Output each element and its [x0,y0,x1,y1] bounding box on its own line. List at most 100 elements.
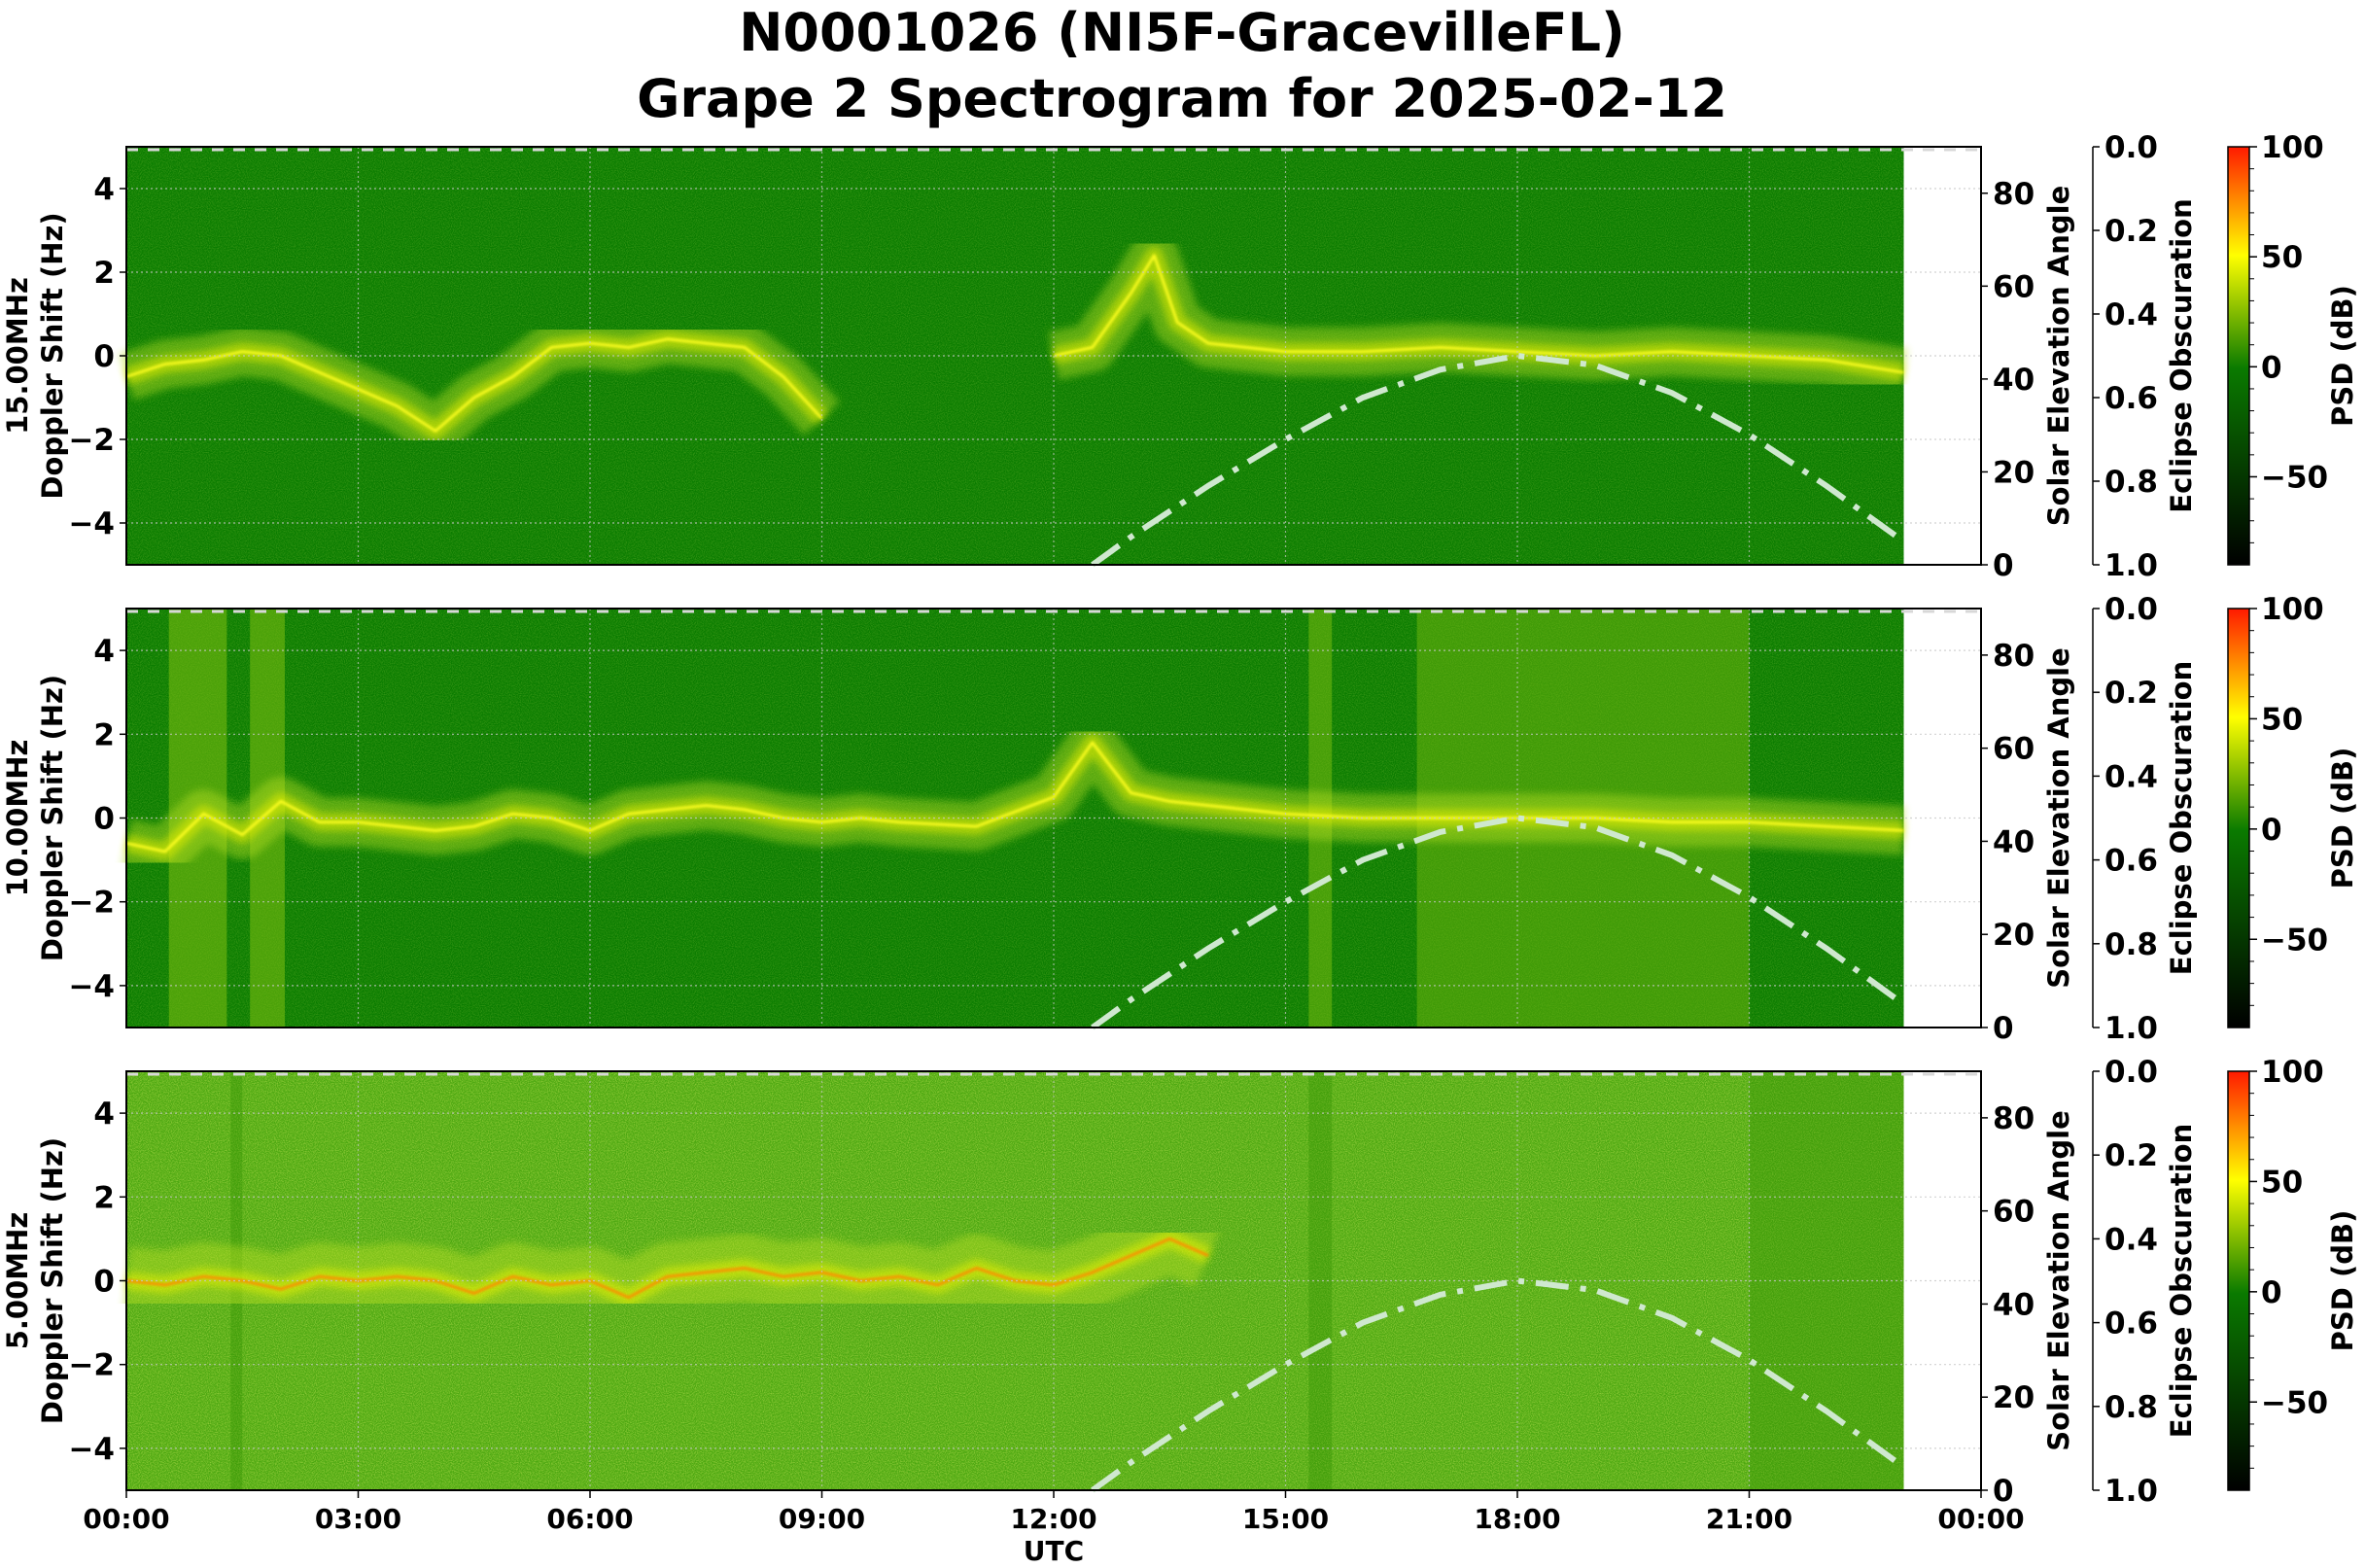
x-axis-ticks: 00:00 03:00 06:00 09:00 12:00 15:00 18:00 21:00… [83,1490,2025,1535]
colorbar-tick-label: 100 [2261,1055,2324,1090]
doppler-tick-label: −4 [68,506,115,541]
colorbar-tick-label: −50 [2261,1385,2328,1420]
doppler-trace [125,741,1904,854]
x-tick-label: 21:00 [1706,1503,1792,1535]
eclipse-tick-label: 0.2 [2104,676,2158,711]
eclipse-tick-label: 0.6 [2104,1307,2158,1342]
psd-colorbar [2227,1070,2250,1491]
doppler-tick-label: −2 [68,1348,115,1383]
eclipse-tick-label: 0.2 [2104,1138,2158,1173]
solar-elevation-curve [1091,352,1906,568]
x-tick-label: 06:00 [546,1503,633,1535]
colorbar-tick-label: −50 [2261,923,2328,958]
x-tick-label: 00:00 [83,1503,169,1535]
colorbar-tick-label: 50 [2261,1165,2303,1200]
eclipse-tick-label: 0.4 [2104,759,2158,794]
eclipse-tick-label: 0.4 [2104,297,2158,332]
psd-colorbar [2227,146,2250,566]
doppler-axis-label: Doppler Shift (Hz) [36,675,69,961]
eclipse-tick-label: 0.6 [2104,381,2158,416]
colorbar-tick-label: 100 [2261,130,2324,165]
solar-tick-label: 60 [1993,1195,2035,1230]
subplot-5-00mhz: −4 −2 0 2 4 5.00MHz Doppler Shift (Hz) 80 60 40 20… [1,1055,2359,1509]
colorbar-tick-label: 0 [2261,350,2282,385]
doppler-trace [125,337,823,433]
solar-tick-label: 60 [1993,732,2035,767]
colorbar-tick-label: 50 [2261,240,2303,275]
frequency-label: 15.00MHz [1,277,34,435]
eclipse-tick-label: 0.8 [2104,927,2158,962]
eclipse-axis-label: Eclipse Obscuration [2165,661,2198,975]
eclipse-tick-label: 1.0 [2104,1011,2158,1046]
eclipse-tick-label: 1.0 [2104,548,2158,583]
doppler-trace [1053,254,1904,374]
solar-tick-label: 40 [1993,1287,2035,1322]
doppler-tick-label: −4 [68,969,115,1004]
solar-tick-label: 0 [1993,548,2014,583]
eclipse-tick-label: 0.2 [2104,214,2158,249]
eclipse-tick-label: 0.6 [2104,844,2158,879]
solar-tick-label: 20 [1993,1380,2035,1415]
solar-tick-label: 20 [1993,918,2035,953]
x-tick-label: 15:00 [1242,1503,1329,1535]
solar-tick-label: 40 [1993,363,2035,398]
solar-elevation-curve [1091,815,1906,1030]
eclipse-tick-label: 0.8 [2104,1390,2158,1425]
solar-elevation-curve [1091,1277,1906,1493]
solar-axis-label: Solar Elevation Angle [2042,186,2075,527]
frequency-label: 10.00MHz [1,740,34,897]
solar-tick-label: 60 [1993,269,2035,304]
solar-axis-label: Solar Elevation Angle [2042,647,2075,989]
doppler-tick-label: −4 [68,1432,115,1467]
x-axis-label: UTC [1024,1535,1084,1567]
x-tick-label: 12:00 [1010,1503,1096,1535]
doppler-tick-label: 2 [93,717,115,752]
solar-tick-label: 0 [1993,1011,2014,1046]
x-tick-label: 00:00 [1937,1503,2024,1535]
figure-title-line1: N0001026 (NI5F-GracevilleFL) [739,2,1625,63]
figure-title-line2: Grape 2 Spectrogram for 2025-02-12 [637,68,1727,129]
eclipse-tick-label: 0.0 [2104,592,2158,627]
colorbar-label: PSD (dB) [2326,1210,2359,1352]
doppler-axis-label: Doppler Shift (Hz) [36,212,69,499]
solar-tick-label: 80 [1993,1101,2035,1136]
solar-tick-label: 80 [1993,639,2035,674]
psd-colorbar [2227,608,2250,1028]
x-tick-label: 09:00 [779,1503,865,1535]
colorbar-tick-label: 0 [2261,1275,2282,1310]
x-tick-label: 03:00 [315,1503,401,1535]
colorbar-tick-label: 0 [2261,813,2282,848]
eclipse-tick-label: 0.4 [2104,1222,2158,1257]
doppler-tick-label: 2 [93,256,115,291]
doppler-tick-label: 4 [93,172,115,207]
eclipse-tick-label: 0.0 [2104,1055,2158,1090]
doppler-axis-label: Doppler Shift (Hz) [36,1137,69,1424]
colorbar-label: PSD (dB) [2326,285,2359,427]
colorbar-tick-label: 100 [2261,592,2324,627]
solar-tick-label: 80 [1993,177,2035,212]
eclipse-tick-label: 0.8 [2104,465,2158,500]
doppler-tick-label: 4 [93,634,115,669]
eclipse-tick-label: 0.0 [2104,130,2158,165]
colorbar-label: PSD (dB) [2326,748,2359,889]
frequency-label: 5.00MHz [1,1212,34,1350]
colorbar-tick-label: −50 [2261,460,2328,495]
subplot-10-00mhz: −4 −2 0 2 4 10.00MHz Doppler Shift (Hz) 80 60 40 2… [1,592,2359,1046]
solar-axis-label: Solar Elevation Angle [2042,1110,2075,1451]
subplot-15-00mhz: −4 −2 0 2 4 15.00MHz Doppler Shift (Hz) 80 60 40 2… [1,130,2359,583]
colorbar-tick-label: 50 [2261,702,2303,737]
solar-tick-label: 20 [1993,455,2035,490]
eclipse-tick-label: 1.0 [2104,1474,2158,1509]
eclipse-axis-label: Eclipse Obscuration [2165,1124,2198,1438]
doppler-tick-label: −2 [68,886,115,921]
doppler-tick-label: 4 [93,1097,115,1132]
doppler-tick-label: 2 [93,1180,115,1215]
solar-tick-label: 40 [1993,824,2035,859]
doppler-tick-label: 0 [93,802,115,837]
solar-tick-label: 0 [1993,1474,2014,1509]
doppler-tick-label: 0 [93,1265,115,1300]
x-tick-label: 18:00 [1474,1503,1560,1535]
doppler-tick-label: −2 [68,423,115,458]
